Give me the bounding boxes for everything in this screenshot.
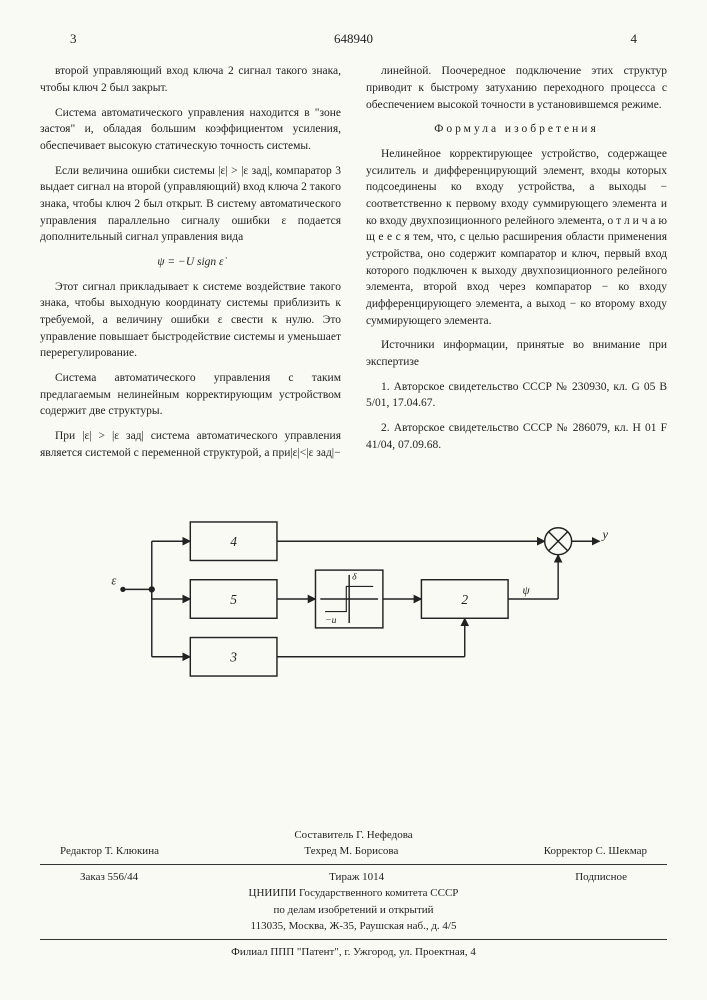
text-columns: второй управляющий вход ключа 2 сигнал т… [40,63,667,469]
svg-text:−u: −u [325,615,336,626]
print-info-row: Заказ 556/44 Тираж 1014 Подписное [40,869,667,886]
svg-text:ε: ε [111,574,116,588]
order-no: Заказ 556/44 [80,869,138,886]
formula: ψ = −U sign ε̇ [40,254,341,271]
svg-text:ψ: ψ [522,585,530,597]
corrector: Корректор С. Шекмар [544,843,647,860]
left-page-num: 3 [70,30,77,48]
reference: 1. Авторское свидетельство СССР № 230930… [366,379,667,412]
diagram-svg: ε 4 5 3 [94,489,614,709]
patent-number: 648940 [334,30,373,48]
credits-row: Редактор Т. Клюкина Техред М. Борисова К… [40,843,667,860]
right-column: линейной. Поочередное подключение этих с… [366,63,667,469]
para: Источники информации, принятые во вниман… [366,337,667,370]
branch-address: Филиал ППП "Патент", г. Ужгород, ул. Про… [40,944,667,961]
claim-heading: Формула изобретения [366,121,667,138]
reference: 2. Авторское свидетельство СССР № 286079… [366,420,667,453]
para: При |ε| > |ε зад| система автоматическог… [40,428,341,461]
svg-text:3: 3 [229,650,237,665]
para: Нелинейное корректирующее устройство, со… [366,146,667,329]
para: Если величина ошибки системы |ε| > |ε за… [40,163,341,246]
page-header: 3 648940 4 [40,30,667,48]
para: Этот сигнал прикладывает к системе возде… [40,279,341,362]
svg-text:4: 4 [230,534,237,549]
copies: Тираж 1014 [329,869,384,886]
tech-editor: Техред М. Борисова [304,843,398,860]
para: линейной. Поочередное подключение этих с… [366,63,667,113]
svg-text:5: 5 [230,592,237,607]
divider [40,939,667,940]
footer: Составитель Г. Нефедова Редактор Т. Клюк… [40,827,667,961]
author-credit: Составитель Г. Нефедова [40,827,667,844]
org-dept: по делам изобретений и открытий [40,902,667,919]
org-address: 113035, Москва, Ж-35, Раушская наб., д. … [40,918,667,935]
right-page-num: 4 [631,30,638,48]
page: 3 648940 4 второй управляющий вход ключа… [0,0,707,1000]
para: Система автоматического управления наход… [40,105,341,155]
org-name: ЦНИИПИ Государственного комитета СССР [40,885,667,902]
editor: Редактор Т. Клюкина [60,843,159,860]
svg-text:2: 2 [461,592,468,607]
para: Система автоматического управления с так… [40,370,341,420]
block-diagram: ε 4 5 3 [40,489,667,714]
divider [40,864,667,865]
para: второй управляющий вход ключа 2 сигнал т… [40,63,341,96]
svg-text:y: y [600,528,608,542]
left-column: второй управляющий вход ключа 2 сигнал т… [40,63,341,469]
signed: Подписное [575,869,627,886]
svg-text:δ: δ [352,572,357,583]
